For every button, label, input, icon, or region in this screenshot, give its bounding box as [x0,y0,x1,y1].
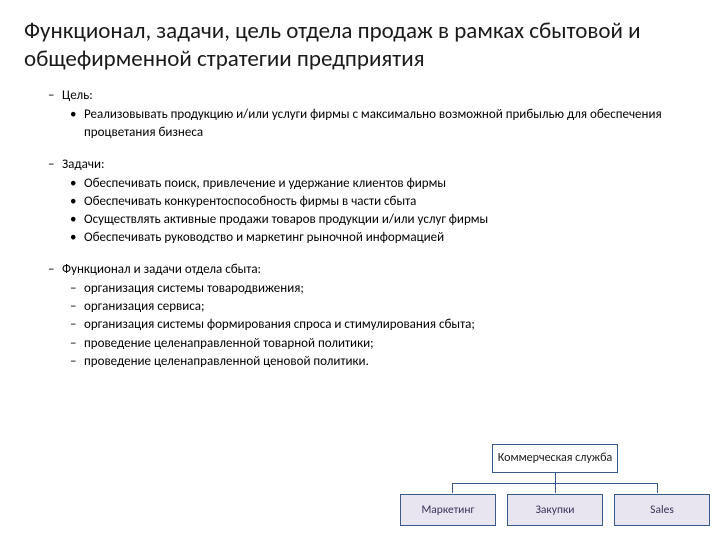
bullet-item: Обеспечивать поиск, привлечение и удержа… [70,175,696,193]
bullet-item: Осуществлять активные продажи товаров пр… [70,211,696,229]
section-header: Функционал и задачи отдела сбыта: [48,261,696,279]
section-functional: Функционал и задачи отдела сбыта: органи… [48,261,696,370]
dash-item: проведение целенаправленной товарной пол… [70,335,696,353]
org-child-box: Маркетинг [400,494,496,526]
dash-item: проведение целенаправленной ценовой поли… [70,353,696,371]
org-child-box: Sales [614,494,710,526]
bullet-list: Реализовывать продукцию и/или услуги фир… [70,106,696,142]
org-connector [452,483,658,484]
org-child-box: Закупки [507,494,603,526]
section-header: Задачи: [48,156,696,174]
org-bottom-row: Маркетинг Закупки Sales [400,494,710,526]
section-header: Цель: [48,87,696,105]
slide-title: Функционал, задачи, цель отдела продаж в… [24,18,696,73]
section-goal: Цель: Реализовывать продукцию и/или услу… [48,87,696,142]
org-connector [657,483,658,493]
dash-list: организация системы товародвижения; орга… [70,280,696,371]
org-connector [452,483,453,493]
dash-item: организация системы товародвижения; [70,280,696,298]
bullet-item: Реализовывать продукцию и/или услуги фир… [70,106,696,142]
org-connector [555,483,556,493]
org-connector [555,473,556,483]
org-top-box: Коммерческая служба [492,444,618,473]
bullet-item: Обеспечивать конкурентоспособность фирмы… [70,193,696,211]
bullet-item: Обеспечивать руководство и маркетинг рын… [70,229,696,247]
bullet-list: Обеспечивать поиск, привлечение и удержа… [70,175,696,248]
dash-item: организация системы формирования спроса … [70,316,696,334]
dash-item: организация сервиса; [70,298,696,316]
org-chart: Коммерческая служба Маркетинг Закупки Sa… [400,444,710,526]
section-tasks: Задачи: Обеспечивать поиск, привлечение … [48,156,696,247]
